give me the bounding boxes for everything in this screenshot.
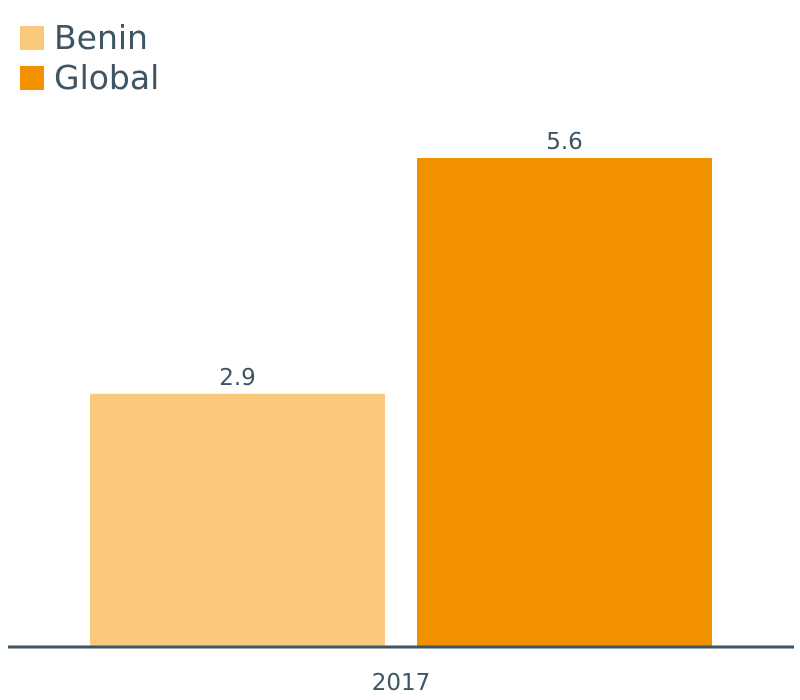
bar-global-2017 xyxy=(417,158,712,647)
value-labels-layer: 2.9 5.6 xyxy=(219,129,583,391)
legend-label-benin: Benin xyxy=(54,18,148,57)
legend-swatch-global xyxy=(20,66,44,90)
legend-item-global: Global xyxy=(20,58,159,98)
legend-label-global: Global xyxy=(54,58,160,97)
legend-swatch-benin xyxy=(20,26,44,50)
legend-item-benin: Benin xyxy=(20,18,159,58)
x-tick-label-2017: 2017 xyxy=(372,670,431,696)
bar-benin-2017 xyxy=(90,393,385,647)
chart-legend: Benin Global xyxy=(20,18,159,98)
x-tick-labels-layer: 2017 xyxy=(372,670,431,696)
bars-layer xyxy=(90,158,712,647)
value-label-benin: 2.9 xyxy=(219,365,256,391)
value-label-global: 5.6 xyxy=(546,129,583,155)
